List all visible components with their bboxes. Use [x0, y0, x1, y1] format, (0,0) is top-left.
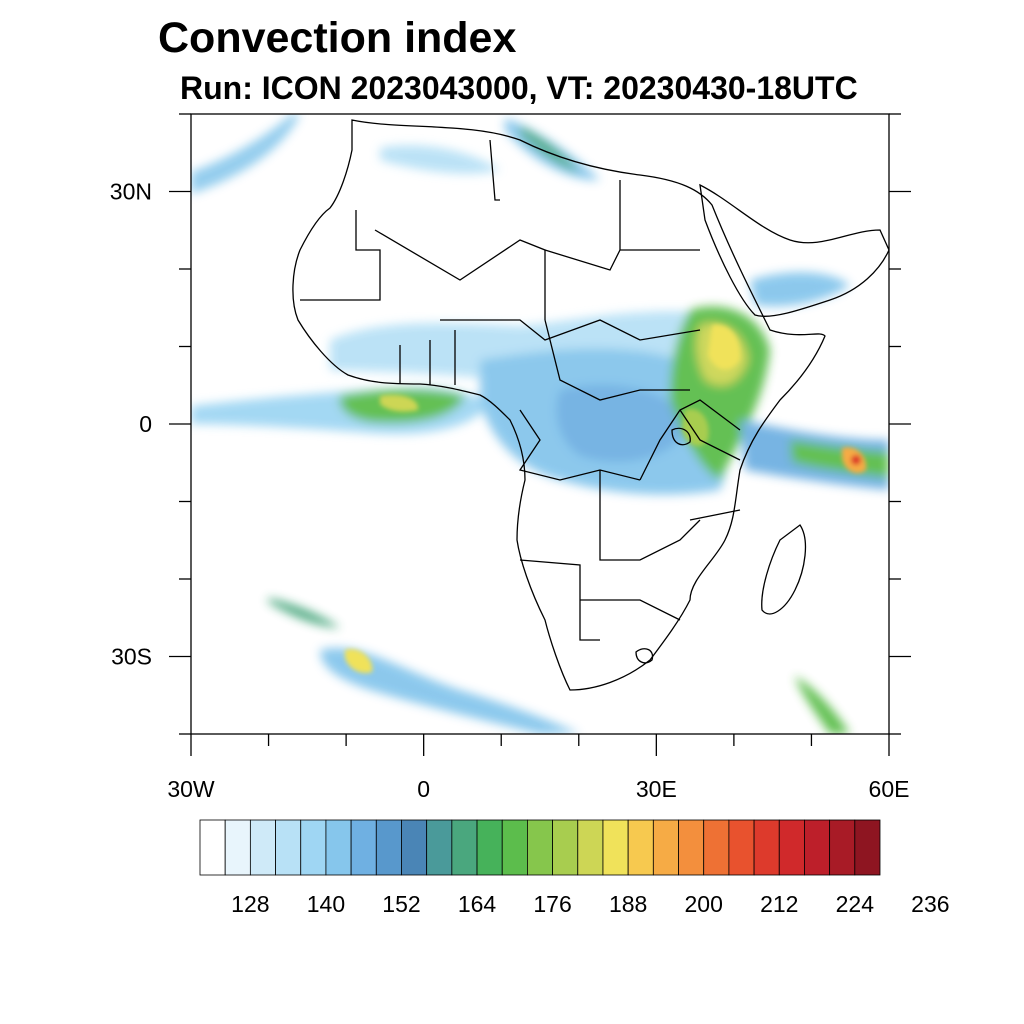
colorbar-bin — [678, 819, 705, 876]
map-title: Convection index — [158, 14, 517, 62]
colorbar-bin — [627, 819, 654, 876]
colorbar-bin — [753, 819, 780, 876]
colorbar-label: 176 — [533, 891, 571, 917]
colorbar-label: 224 — [836, 891, 875, 917]
colorbar-bin — [552, 819, 579, 876]
convection-field — [191, 114, 889, 734]
colorbar-bin — [527, 819, 553, 876]
colorbar-bin — [350, 819, 377, 876]
colorbar-bin — [275, 819, 302, 876]
colorbar-label: 152 — [382, 891, 420, 917]
colorbar-bin — [577, 819, 604, 876]
x-tick-label: 60E — [869, 776, 910, 802]
map-subtitle: Run: ICON 2023043000, VT: 20230430-18UTC — [180, 70, 858, 106]
y-tick-label: 0 — [139, 411, 152, 437]
x-tick-label: 0 — [417, 776, 430, 802]
colorbar-label: 128 — [231, 891, 269, 917]
colorbar-bin — [300, 819, 327, 876]
colorbar-bin — [325, 819, 352, 876]
colorbar-bin — [854, 819, 881, 876]
colorbar-bin — [804, 819, 831, 876]
colorbar: 128 140 152 164 176 188 200 212 224 236 — [199, 819, 950, 917]
colorbar-bin — [652, 819, 679, 876]
colorbar-bin — [703, 819, 730, 876]
colorbar-label: 164 — [458, 891, 497, 917]
x-tick-label: 30W — [167, 776, 215, 802]
colorbar-bin — [476, 819, 503, 876]
colorbar-bin — [501, 819, 528, 876]
x-tick-label: 30E — [636, 776, 677, 802]
y-tick-label: 30N — [110, 179, 152, 205]
colorbar-label: 188 — [609, 891, 647, 917]
colorbar-label: 140 — [307, 891, 345, 917]
colorbar-bin — [728, 819, 755, 876]
colorbar-label: 212 — [760, 891, 798, 917]
coastlines — [292, 119, 889, 691]
colorbar-label: 200 — [685, 891, 723, 917]
colorbar-bin — [829, 819, 856, 876]
colorbar-bin — [426, 819, 453, 876]
axis-ticks: 30W 0 30E 60E 30N 0 30S — [110, 113, 911, 802]
colorbar-bin — [451, 819, 478, 876]
colorbar-bin — [375, 819, 402, 876]
colorbar-label: 236 — [911, 891, 949, 917]
colorbar-bin — [778, 819, 805, 876]
y-tick-label: 30S — [111, 644, 152, 670]
colorbar-bin — [199, 819, 226, 876]
colorbar-bin — [224, 819, 251, 876]
colorbar-bin — [249, 819, 276, 876]
colorbar-bin — [602, 819, 629, 876]
colorbar-bin — [401, 819, 428, 876]
